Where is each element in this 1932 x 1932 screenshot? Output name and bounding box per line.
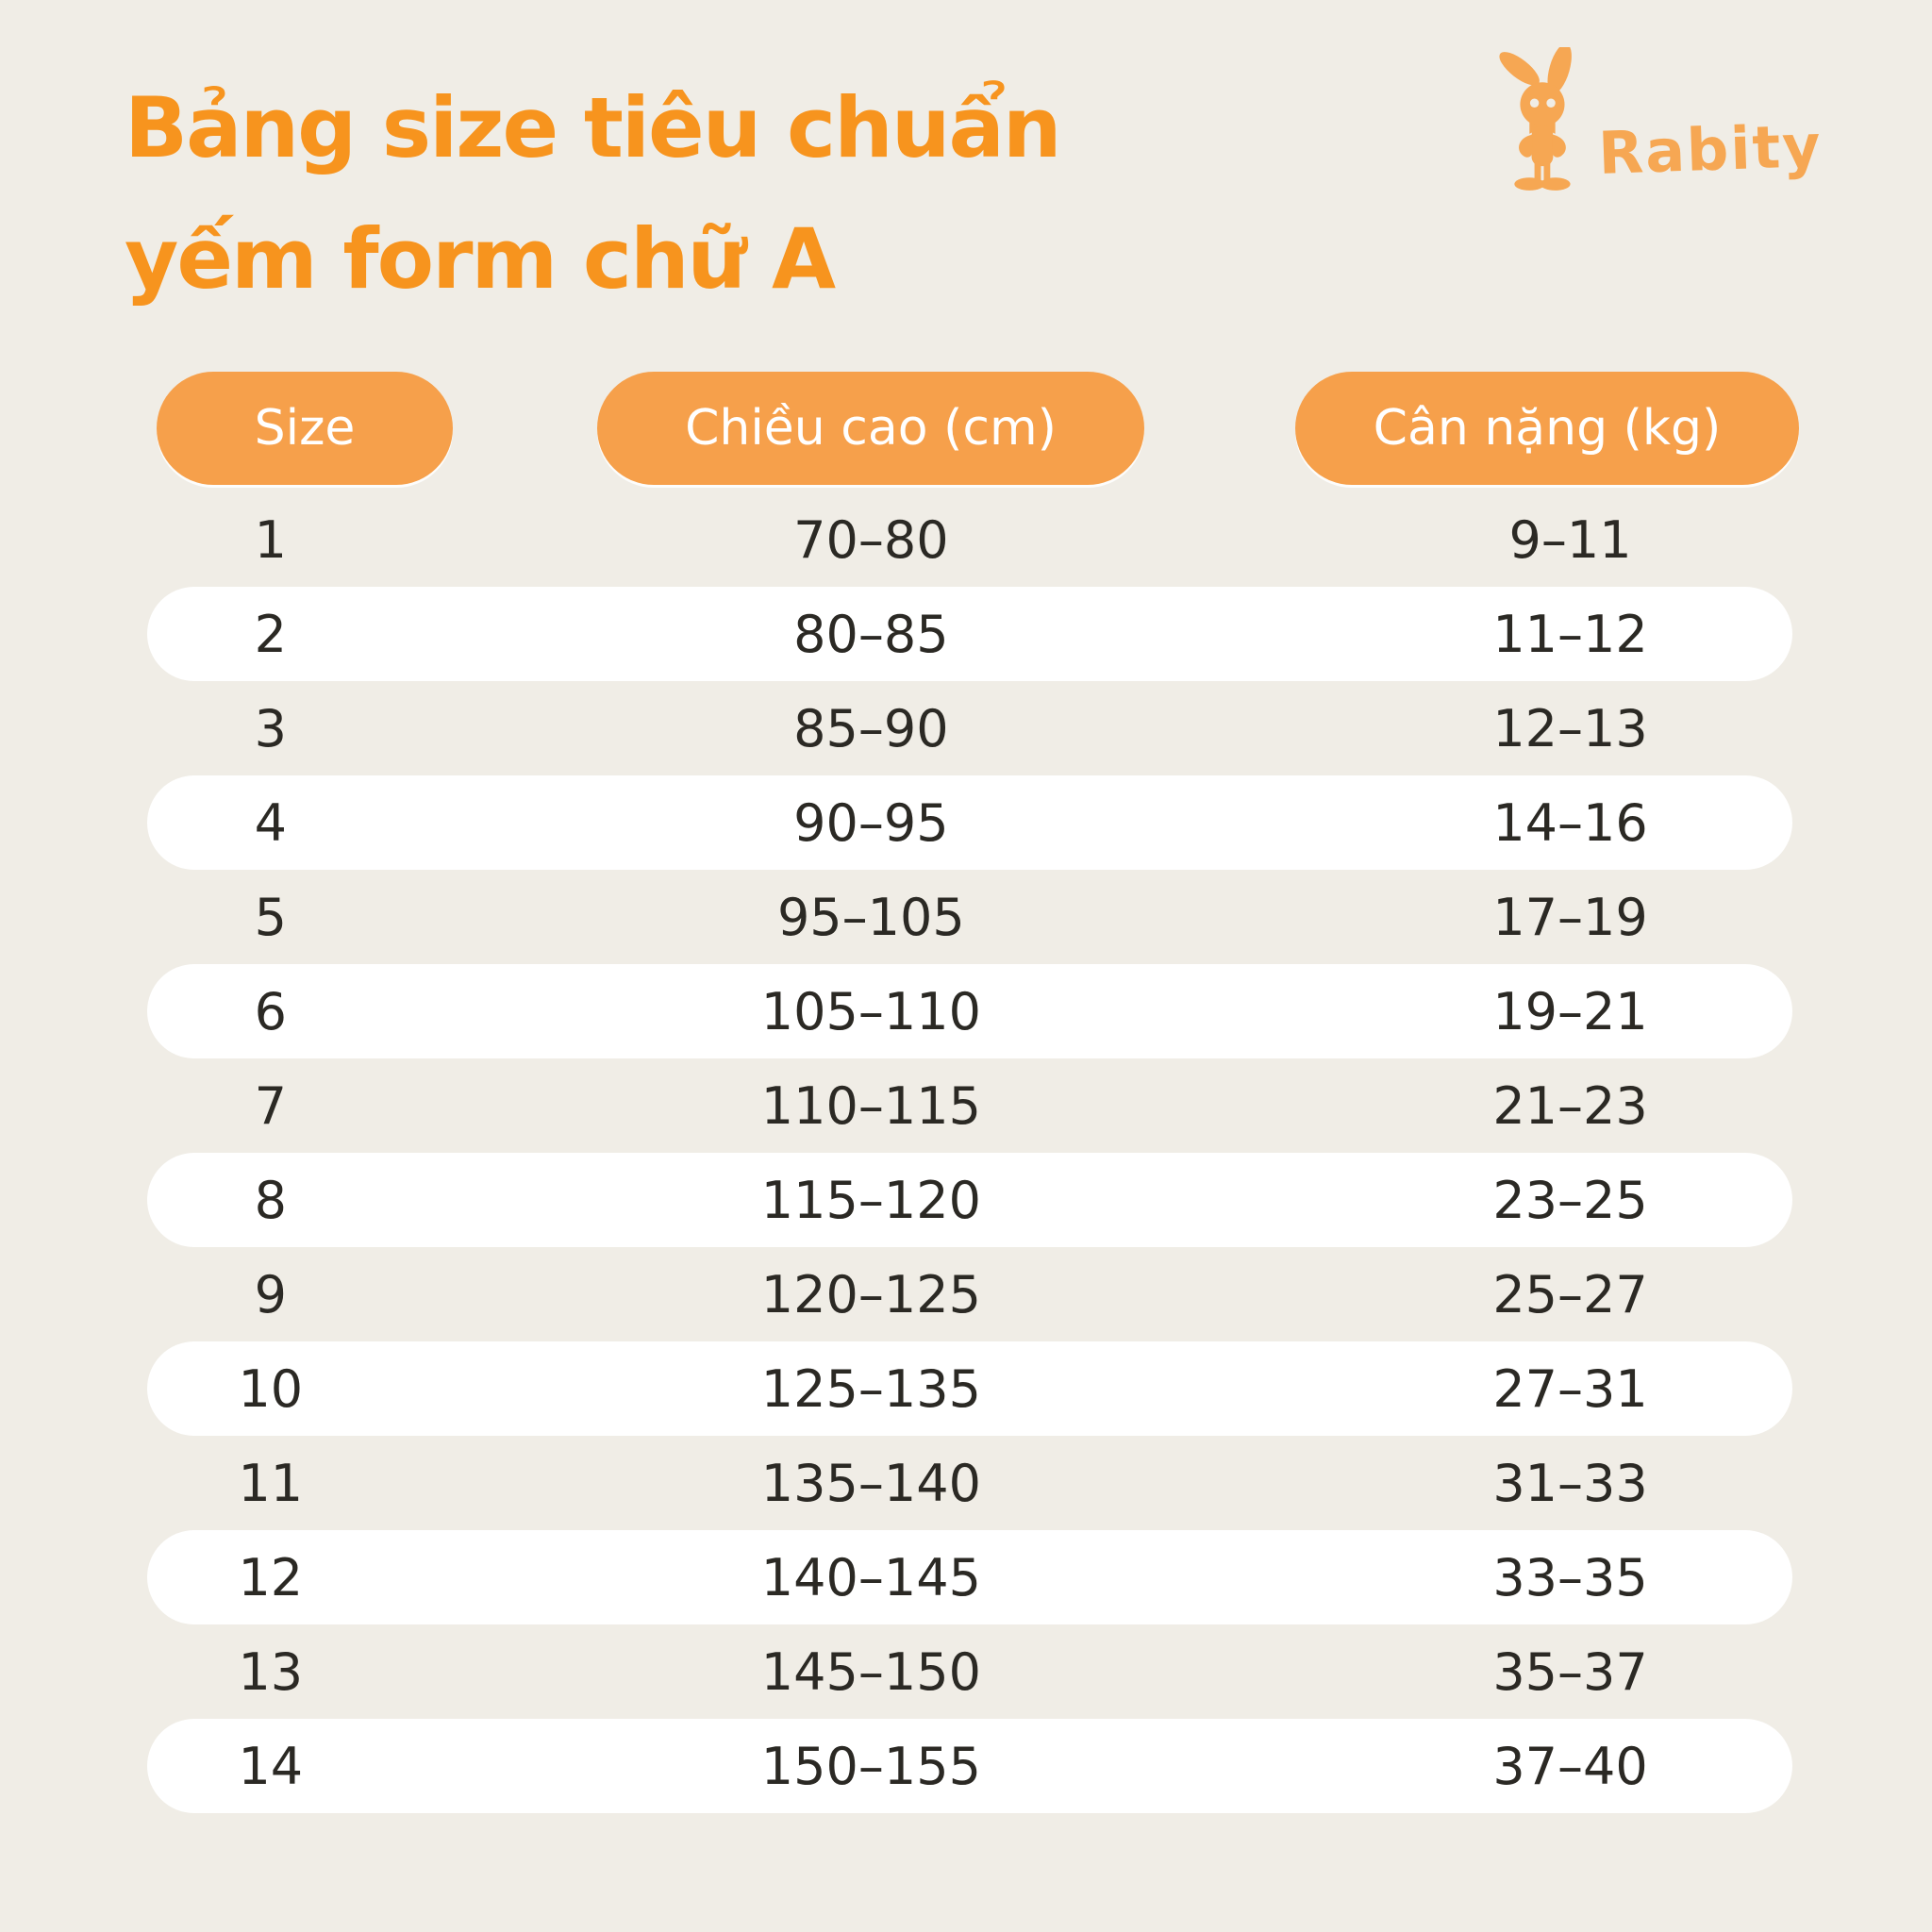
cell-weight: 37–40 (1492, 1736, 1648, 1796)
cell-height: 150–155 (760, 1736, 981, 1796)
page-title-line2: yếm form chữ A (125, 210, 836, 308)
cell-height: 90–95 (793, 792, 949, 853)
table-row: 11 135–140 31–33 (147, 1436, 1792, 1530)
brand-logo: Rabity (1492, 45, 1824, 196)
cell-size: 9 (254, 1264, 287, 1324)
cell-weight: 35–37 (1492, 1641, 1648, 1702)
cell-size: 13 (238, 1641, 304, 1702)
cell-height: 125–135 (760, 1358, 981, 1419)
cell-height: 120–125 (760, 1264, 981, 1324)
header-pill-height: Chiều cao (cm) (597, 372, 1144, 485)
cell-size: 14 (238, 1736, 304, 1796)
table-row: 3 85–90 12–13 (147, 681, 1792, 775)
table-row: 9 120–125 25–27 (147, 1247, 1792, 1341)
cell-height: 140–145 (760, 1547, 981, 1607)
cell-weight: 21–23 (1492, 1075, 1648, 1136)
header-pill-size: Size (157, 372, 453, 485)
cell-size: 2 (254, 604, 287, 664)
page-title-line1: Bảng size tiêu chuẩn (125, 79, 1062, 176)
table-row: 14 150–155 37–40 (147, 1719, 1792, 1813)
cell-size: 6 (254, 981, 287, 1041)
cell-size: 1 (254, 509, 287, 570)
cell-size: 4 (254, 792, 287, 853)
rabbit-icon (1499, 47, 1572, 191)
cell-weight: 31–33 (1492, 1453, 1648, 1513)
cell-weight: 23–25 (1492, 1170, 1648, 1230)
size-table: Size Chiều cao (cm) Cân nặng (kg) 1 70–8… (147, 372, 1799, 1813)
cell-height: 95–105 (776, 887, 965, 947)
table-row: 2 80–85 11–12 (147, 587, 1792, 681)
cell-size: 5 (254, 887, 287, 947)
table-row: 12 140–145 33–35 (147, 1530, 1792, 1624)
cell-weight: 17–19 (1492, 887, 1648, 947)
cell-weight: 14–16 (1492, 792, 1648, 853)
header-pill-weight: Cân nặng (kg) (1295, 372, 1799, 485)
table-row: 5 95–105 17–19 (147, 870, 1792, 964)
cell-height: 145–150 (760, 1641, 981, 1702)
cell-weight: 19–21 (1492, 981, 1648, 1041)
cell-height: 135–140 (760, 1453, 981, 1513)
cell-height: 105–110 (760, 981, 981, 1041)
cell-size: 10 (238, 1358, 304, 1419)
brand-name: Rabity (1597, 110, 1824, 189)
table-row: 6 105–110 19–21 (147, 964, 1792, 1058)
table-row: 8 115–120 23–25 (147, 1153, 1792, 1247)
cell-height: 80–85 (793, 604, 949, 664)
cell-size: 3 (254, 698, 287, 758)
cell-height: 70–80 (793, 509, 949, 570)
cell-weight: 25–27 (1492, 1264, 1648, 1324)
page-title: Bảng size tiêu chuẩn yếm form chữ A (125, 62, 1062, 325)
cell-weight: 9–11 (1508, 509, 1632, 570)
cell-weight: 12–13 (1492, 698, 1648, 758)
cell-height: 110–115 (760, 1075, 981, 1136)
cell-size: 7 (254, 1075, 287, 1136)
table-row: 7 110–115 21–23 (147, 1058, 1792, 1153)
table-row: 4 90–95 14–16 (147, 775, 1792, 870)
table-row: 13 145–150 35–37 (147, 1624, 1792, 1719)
cell-weight: 33–35 (1492, 1547, 1648, 1607)
cell-size: 12 (238, 1547, 304, 1607)
table-row: 1 70–80 9–11 (147, 492, 1792, 587)
cell-weight: 11–12 (1492, 604, 1648, 664)
cell-height: 85–90 (793, 698, 949, 758)
cell-size: 8 (254, 1170, 287, 1230)
cell-weight: 27–31 (1492, 1358, 1648, 1419)
table-row: 10 125–135 27–31 (147, 1341, 1792, 1436)
table-header-row: Size Chiều cao (cm) Cân nặng (kg) (147, 372, 1799, 485)
cell-height: 115–120 (760, 1170, 981, 1230)
cell-size: 11 (238, 1453, 304, 1513)
table-body: 1 70–80 9–11 2 80–85 11–12 3 85–90 12–13… (147, 492, 1792, 1813)
